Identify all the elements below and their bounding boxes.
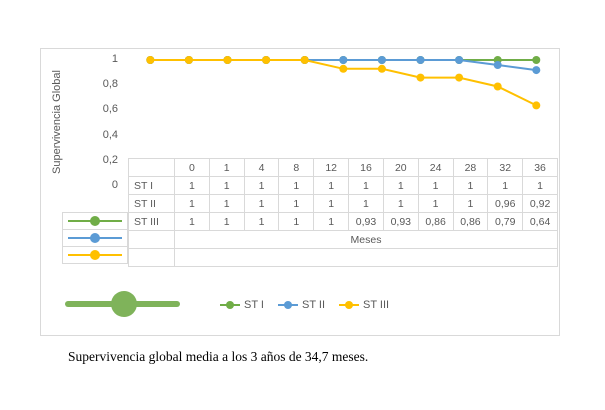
table-value-cell: 1 [348, 194, 384, 213]
y-axis-title: Supervivencia Global [51, 70, 63, 174]
table-value-cell: 1 [278, 176, 315, 195]
x-axis-title-row: Meses [128, 230, 558, 249]
table-value-cell: 0,96 [487, 194, 524, 213]
legend-label: ST II [301, 299, 326, 311]
table-value-cell: 1 [417, 194, 454, 213]
table-value-cell: 1 [174, 176, 210, 195]
legend-marker-icon [339, 300, 360, 310]
table-value-cell: 1 [278, 212, 315, 231]
legend-item: ST III [339, 299, 389, 311]
table-value-cell: 1 [208, 176, 245, 195]
table-value-cell: 1 [243, 194, 280, 213]
table-value-cell: 1 [313, 194, 350, 213]
table-month-header: 28 [452, 158, 489, 177]
caption: Supervivencia global media a los 3 años … [68, 349, 369, 364]
table-month-header: 16 [348, 158, 384, 177]
table-month-header: 20 [382, 158, 419, 177]
table-month-header: 24 [417, 158, 454, 177]
empty-row [128, 248, 558, 267]
big-marker-dot [111, 291, 137, 317]
table-value-cell: 1 [382, 194, 419, 213]
table-value-cell: 0,92 [522, 194, 558, 213]
legend-label: ST I [244, 299, 264, 311]
series-name-cell: ST II [128, 194, 175, 213]
legend-key-dot [90, 216, 100, 226]
table-value-cell: 1 [348, 176, 384, 195]
table-value-cell: 0,64 [522, 212, 558, 231]
x-axis-title: Meses [174, 230, 558, 249]
legend-marker-icon [277, 300, 298, 310]
table-value-cell: 0,93 [348, 212, 384, 231]
table-value-cell: 1 [452, 194, 489, 213]
table-month-header: 36 [522, 158, 558, 177]
legend-key-cell [62, 246, 128, 264]
chart-legend: ST I ST II ST III [220, 299, 389, 311]
table-value-cell: 0,79 [487, 212, 524, 231]
table-value-cell: 0,86 [452, 212, 489, 231]
table-month-header: 32 [487, 158, 524, 177]
table-value-cell: 1 [313, 176, 350, 195]
table-value-cell: 1 [452, 176, 489, 195]
table-value-cell: 1 [417, 176, 454, 195]
table-value-cell: 1 [208, 194, 245, 213]
legend-key-dot [90, 250, 100, 260]
table-value-cell: 1 [174, 194, 210, 213]
table-value-cell: 0,86 [417, 212, 454, 231]
table-month-header: 12 [313, 158, 350, 177]
series-name-cell: ST I [128, 176, 175, 195]
empty-cell [128, 248, 175, 267]
series-name-cell: ST III [128, 212, 175, 231]
table-month-header: 8 [278, 158, 315, 177]
table-value-cell: 1 [313, 212, 350, 231]
table-month-header: 4 [243, 158, 280, 177]
table-value-cell: 1 [522, 176, 558, 195]
legend-item: ST I [220, 299, 264, 311]
table-value-cell: 1 [208, 212, 245, 231]
table-value-cell: 1 [243, 176, 280, 195]
table-value-cell: 0,93 [382, 212, 419, 231]
legend-key-column [62, 212, 128, 264]
table-value-cell: 1 [487, 176, 524, 195]
table-row: ST II 1 1 1 1 1 1 1 1 1 0,96 0,92 [128, 194, 558, 213]
table-value-cell: 1 [382, 176, 419, 195]
empty-cell [128, 230, 175, 249]
legend-label: ST III [363, 299, 390, 311]
table-value-cell: 1 [243, 212, 280, 231]
legend-key-dot [90, 233, 100, 243]
table-value-cell: 1 [174, 212, 210, 231]
legend-item: ST II [277, 299, 326, 311]
data-table: 0 1 4 8 12 16 20 24 28 32 36 ST I 1 1 1 1 1 1 1 1 1 1 1 ST II 1 1… [128, 158, 558, 267]
empty-cell [174, 248, 558, 267]
legend-key-cell [62, 229, 128, 247]
table-header-row: 0 1 4 8 12 16 20 24 28 32 36 [128, 158, 558, 177]
table-row: ST III 1 1 1 1 1 0,93 0,93 0,86 0,86 0,79 0,64 [128, 212, 558, 231]
table-value-cell: 1 [278, 194, 315, 213]
big-legend-marker [65, 288, 180, 320]
table-corner-cell [128, 158, 175, 177]
legend-marker-icon [220, 300, 240, 310]
table-month-header: 1 [208, 158, 245, 177]
legend-key-cell [62, 212, 128, 230]
table-month-header: 0 [174, 158, 210, 177]
